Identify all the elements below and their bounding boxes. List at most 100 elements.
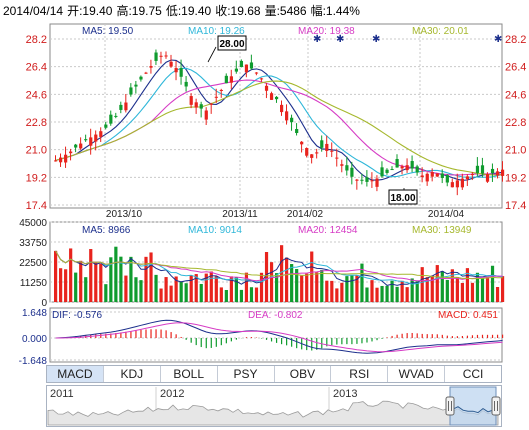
price-candle-body <box>99 131 103 137</box>
price-date-label: 2013/10 <box>106 209 143 218</box>
tab-obv[interactable]: OBV <box>275 366 332 382</box>
navigator-selected-series <box>452 406 494 414</box>
low-price-marker: 18.00 <box>388 188 418 205</box>
price-candle-body <box>405 165 409 171</box>
price-candle-body <box>219 89 223 91</box>
volume-chart[interactable]: 45000 33750 22500 11250 0 MA5: 8966 MA10: 90… <box>0 218 529 306</box>
macd-chart[interactable]: 1.648 0.000 -1.648 DIF: -0.576 DEA: -0.802… <box>0 306 529 364</box>
macd-tick-label: 1.648 <box>22 308 47 319</box>
volume-ma30-label: MA30: 13949 <box>412 225 472 236</box>
volume-bar <box>119 256 123 302</box>
volume-bar <box>54 250 58 302</box>
price-vertical-grid <box>104 24 421 208</box>
price-tick-label: 17.4 <box>505 200 526 212</box>
price-candle-body <box>144 72 148 74</box>
event-marker-icon[interactable]: ✱ <box>372 34 380 45</box>
price-tick-label: 26.4 <box>505 62 526 74</box>
volume-bar <box>355 275 359 302</box>
price-chart[interactable]: 28.2 26.4 24.6 22.8 21.0 19.2 17.4 28.2 26.4 24.… <box>0 22 529 218</box>
price-candle-body <box>325 143 329 151</box>
tab-rsi[interactable]: RSI <box>331 366 389 382</box>
price-candle-body <box>109 114 113 124</box>
volume-bar <box>285 257 289 302</box>
volume-axis: 45000 33750 22500 11250 0 <box>19 218 47 306</box>
quote-date: 2014/04/14 <box>3 4 64 18</box>
volume-bar <box>325 280 329 302</box>
volume-bar <box>239 289 244 302</box>
navigator-overview-series <box>47 400 499 426</box>
macd-dea-label: DEA: -0.802 <box>248 310 303 321</box>
volume-bar <box>455 276 459 302</box>
volume-bar <box>315 272 319 302</box>
price-candle-body <box>259 78 264 80</box>
price-candle-body <box>189 96 193 105</box>
price-candle-body <box>315 152 319 154</box>
navigator-left-handle[interactable] <box>445 396 455 416</box>
navigator-right-handle[interactable] <box>491 396 501 416</box>
volume-bar <box>244 272 249 302</box>
price-candle-body <box>290 117 294 123</box>
price-tick-label: 24.6 <box>505 89 526 101</box>
tab-kdj[interactable]: KDJ <box>104 366 161 382</box>
volume-tick-label: 33750 <box>19 238 47 249</box>
volume-bar <box>490 265 495 302</box>
event-marker-icon[interactable]: ✱ <box>313 34 321 45</box>
event-marker-icon[interactable]: ✱ <box>494 34 502 45</box>
volume-bar <box>174 276 178 302</box>
macd-tick-label: -1.648 <box>19 356 48 364</box>
event-markers[interactable]: ✱ ✱ ✱ ✱ <box>313 34 502 45</box>
price-tick-label: 28.2 <box>26 34 47 46</box>
tab-wvad[interactable]: WVAD <box>388 366 446 382</box>
volume-tick-label: 22500 <box>19 258 47 269</box>
volume-bar <box>144 256 148 302</box>
volume-tick-label: 11250 <box>20 278 48 289</box>
price-candle-body <box>74 144 78 148</box>
tab-macd[interactable]: MACD <box>47 366 104 382</box>
price-candle-body <box>320 140 324 148</box>
price-tick-label: 17.4 <box>26 200 47 212</box>
price-candle-body <box>249 62 254 69</box>
price-candle-body <box>305 148 309 156</box>
volume-bar <box>84 277 88 302</box>
tab-psy[interactable]: PSY <box>218 366 275 382</box>
price-candle-body <box>360 179 364 181</box>
price-candle-body <box>450 182 454 188</box>
price-candle-body <box>300 141 304 145</box>
tab-cci[interactable]: CCI <box>462 367 484 381</box>
price-candle-body <box>390 169 394 171</box>
volume-bar <box>234 277 238 302</box>
volume-bar <box>254 287 259 302</box>
quote-open: 开:19.40 <box>67 4 113 18</box>
price-candle-body <box>295 128 299 134</box>
price-candle-body <box>330 150 334 152</box>
quote-volume: 量:5486 <box>264 4 307 18</box>
price-candle-body <box>224 75 228 84</box>
volume-bar <box>340 282 344 302</box>
price-moving-averages <box>55 59 503 181</box>
volume-bar <box>99 263 103 302</box>
navigator-selection-window[interactable] <box>449 386 497 426</box>
volume-bar <box>400 280 404 302</box>
price-candle-body <box>159 55 163 57</box>
volume-bar <box>280 245 284 302</box>
volume-bar <box>269 262 274 302</box>
volume-tick-label: 45000 <box>19 218 47 229</box>
range-navigator[interactable]: 2011 2012 2013 <box>46 385 502 427</box>
volume-ma5-line <box>55 250 503 286</box>
price-candle-body <box>285 111 289 121</box>
volume-bar <box>430 275 434 302</box>
volume-bar <box>224 289 228 302</box>
volume-bar <box>59 268 63 302</box>
price-candle-body <box>380 167 384 177</box>
price-candle-body <box>54 160 58 162</box>
volume-bar <box>109 257 113 302</box>
tab-boll[interactable]: BOLL <box>161 366 218 382</box>
event-marker-icon[interactable]: ✱ <box>336 34 344 45</box>
volume-bar <box>189 275 193 302</box>
volume-bar <box>194 274 198 302</box>
price-candle-body <box>470 174 475 176</box>
price-candle-body <box>490 168 495 174</box>
volume-bar <box>79 260 83 302</box>
volume-bar <box>390 280 394 302</box>
volume-bar <box>104 284 108 302</box>
